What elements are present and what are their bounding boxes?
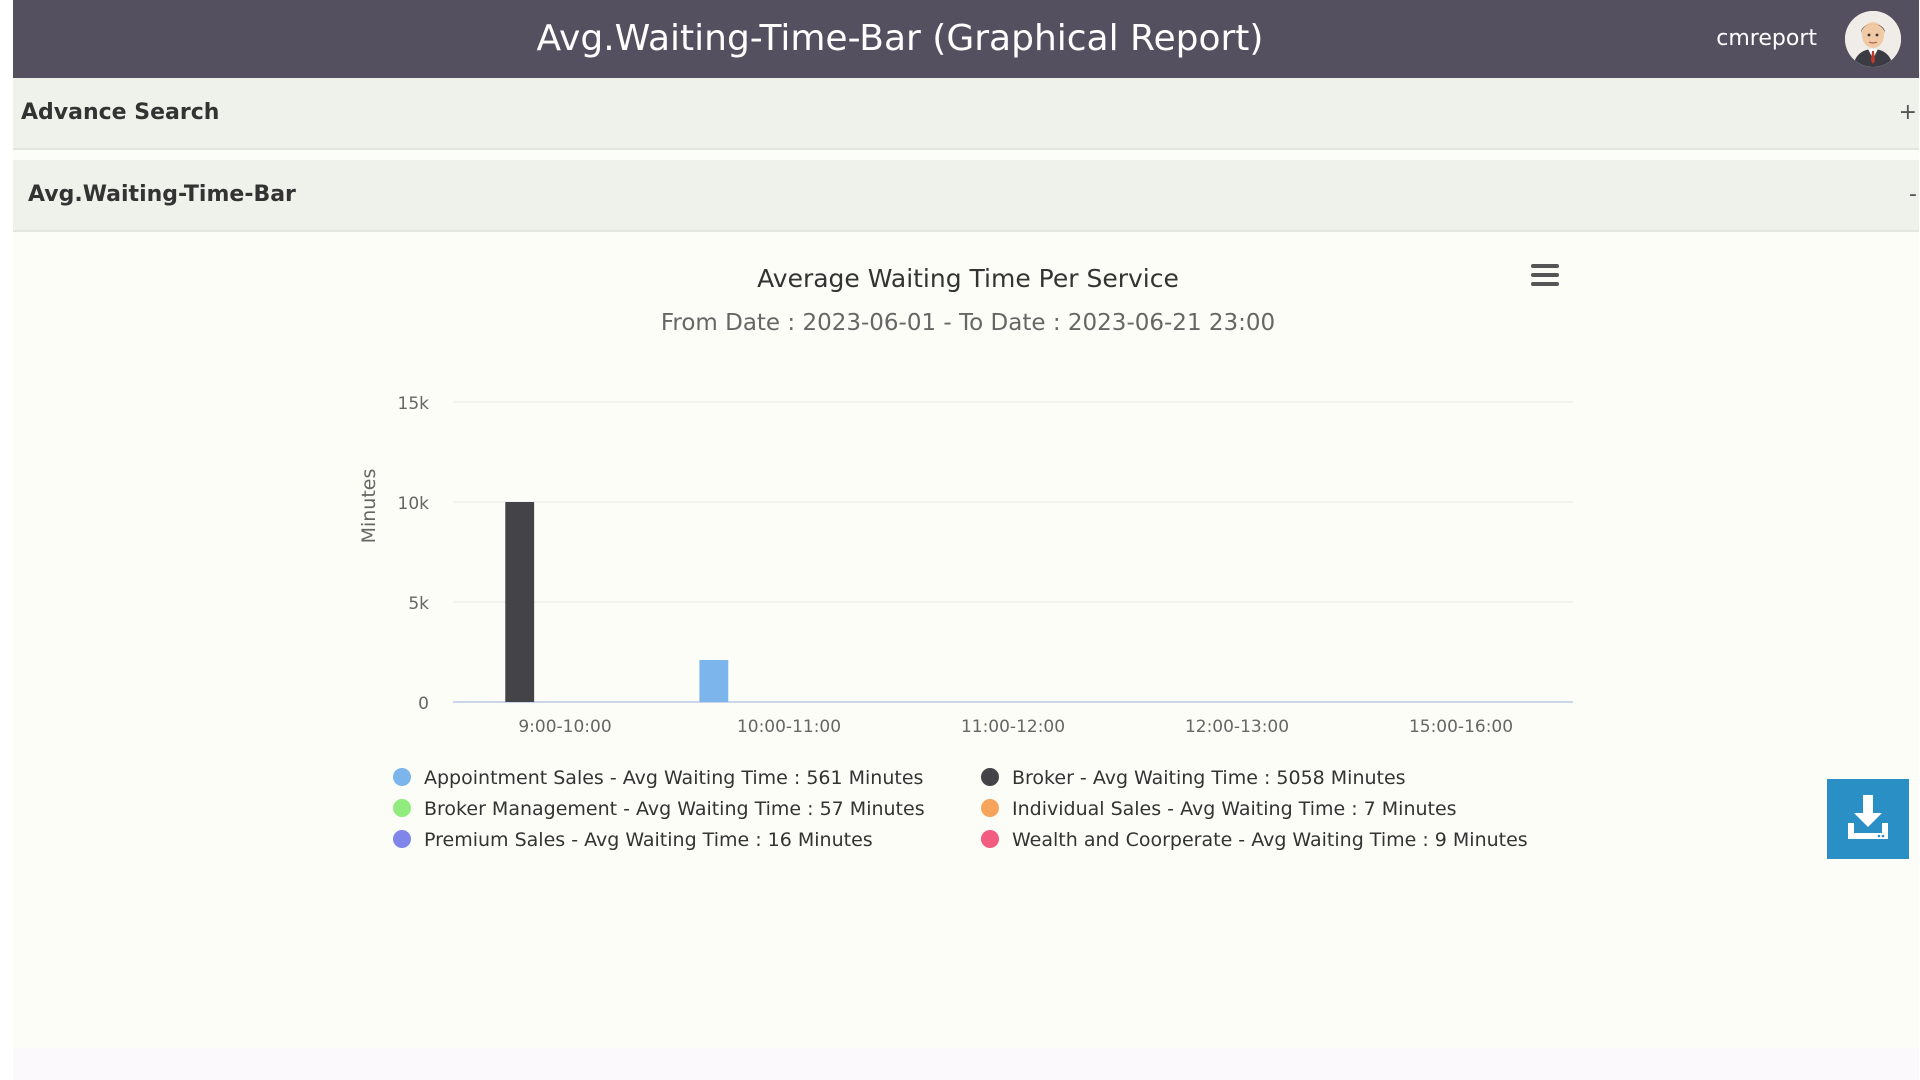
y-tick-label: 5k [408, 594, 429, 614]
legend-dot-icon [393, 767, 411, 786]
legend-item[interactable]: Appointment Sales - Avg Waiting Time : 5… [393, 764, 923, 792]
chart-panel-title: Avg.Waiting-Time-Bar [28, 182, 296, 207]
y-tick-label: 10k [398, 494, 430, 514]
username[interactable]: cmreport [1716, 26, 1817, 51]
legend-item[interactable]: Broker Management - Avg Waiting Time : 5… [393, 795, 925, 823]
x-tick-label: 12:00-13:00 [1185, 717, 1289, 737]
x-tick-label: 10:00-11:00 [737, 717, 841, 737]
legend-label: Premium Sales - Avg Waiting Time : 16 Mi… [424, 829, 873, 851]
user-avatar-icon[interactable] [1845, 11, 1901, 67]
chart-panel-body: Average Waiting Time Per Service From Da… [13, 232, 1919, 1048]
legend-dot-icon [393, 829, 411, 848]
y-axis-label: Minutes [358, 469, 380, 544]
app-window: Avg.Waiting-Time-Bar (Graphical Report) … [13, 0, 1919, 1080]
bar-chart: 0 5k 10k 15k 9:00-10:00 10:00-11:00 11:00-12:… [358, 394, 1573, 737]
x-tick-label: 9:00-10:00 [518, 717, 611, 737]
legend-label: Broker - Avg Waiting Time : 5058 Minutes [1012, 767, 1406, 789]
page-footer-strip [13, 1048, 1919, 1080]
legend-label: Broker Management - Avg Waiting Time : 5… [424, 798, 925, 820]
legend-dot-icon [981, 829, 999, 848]
download-icon [1848, 795, 1888, 839]
x-tick-label: 11:00-12:00 [961, 717, 1065, 737]
chart-title: Average Waiting Time Per Service [757, 264, 1179, 293]
bar[interactable] [699, 660, 729, 702]
x-tick-label: 15:00-16:00 [1409, 717, 1513, 737]
legend-label: Appointment Sales - Avg Waiting Time : 5… [424, 767, 924, 789]
download-button[interactable] [1827, 779, 1909, 859]
legend-item[interactable]: Broker - Avg Waiting Time : 5058 Minutes [981, 764, 1406, 792]
legend-item[interactable]: Premium Sales - Avg Waiting Time : 16 Mi… [393, 826, 873, 854]
collapse-toggle-icon[interactable]: - [1909, 182, 1917, 207]
hamburger-menu-icon[interactable] [1531, 264, 1559, 288]
y-tick-label: 15k [398, 394, 430, 414]
chart-panel-header[interactable]: Avg.Waiting-Time-Bar - [13, 160, 1919, 232]
legend-dot-icon [981, 767, 999, 786]
bar[interactable] [505, 502, 535, 702]
legend-label: Wealth and Coorperate - Avg Waiting Time… [1012, 829, 1528, 851]
legend-dot-icon [981, 798, 999, 817]
advance-search-title: Advance Search [21, 100, 220, 125]
y-tick-label: 0 [418, 694, 429, 714]
expand-toggle-icon[interactable]: + [1898, 100, 1917, 125]
legend-item[interactable]: Wealth and Coorperate - Avg Waiting Time… [981, 826, 1528, 854]
legend-item[interactable]: Individual Sales - Avg Waiting Time : 7 … [981, 795, 1457, 823]
chart-subtitle: From Date : 2023-06-01 - To Date : 2023-… [660, 310, 1276, 336]
legend-dot-icon [393, 798, 411, 817]
legend-label: Individual Sales - Avg Waiting Time : 7 … [1012, 798, 1457, 820]
page-title: Avg.Waiting-Time-Bar (Graphical Report) [536, 18, 1264, 59]
advance-search-panel-header[interactable]: Advance Search + [13, 78, 1919, 150]
header-bar: Avg.Waiting-Time-Bar (Graphical Report) … [13, 0, 1919, 78]
